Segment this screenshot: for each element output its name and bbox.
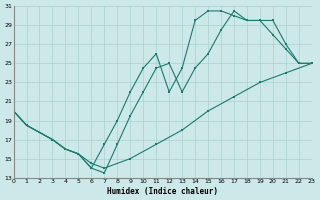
X-axis label: Humidex (Indice chaleur): Humidex (Indice chaleur) bbox=[107, 187, 218, 196]
